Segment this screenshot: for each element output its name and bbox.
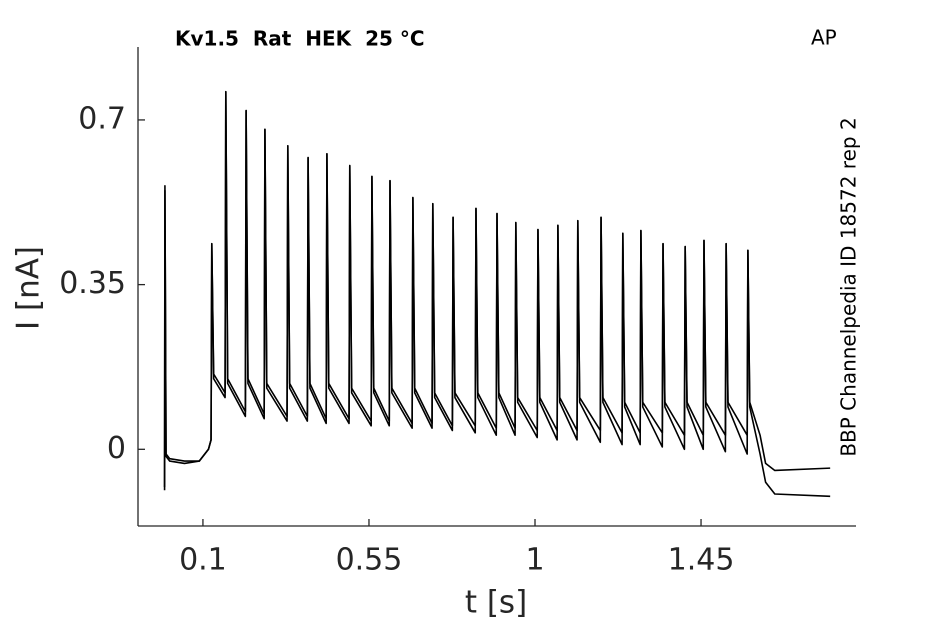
x-tick-label: 0.55: [336, 543, 403, 578]
annotation: AP: [811, 26, 837, 50]
x-tick-label: 1.45: [668, 543, 735, 578]
y-tick-label: 0.7: [78, 101, 126, 136]
trace-line: [163, 90, 831, 491]
x-axis-label: t [s]: [465, 585, 527, 621]
x-tick-label: 1: [525, 543, 544, 578]
y-tick-label: 0: [107, 431, 126, 466]
trace-line: [163, 90, 831, 498]
side-label: BBP Channelpedia ID 18572 rep 2: [837, 117, 861, 456]
chart-title: Kv1.5 Rat HEK 25 °C: [175, 27, 425, 51]
y-tick-label: 0.35: [59, 266, 126, 301]
x-tick-label: 0.1: [179, 543, 227, 578]
y-axis-label: I [nA]: [11, 246, 47, 330]
